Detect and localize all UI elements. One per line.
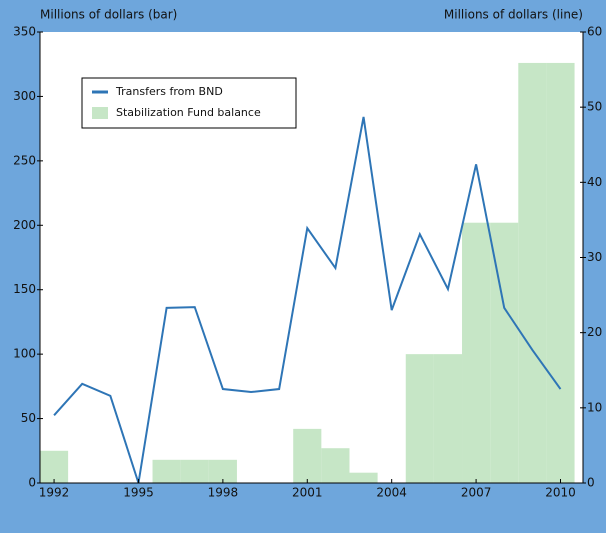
y2-tick-label: 30 <box>587 250 602 264</box>
legend-swatch <box>92 107 108 119</box>
y-tick-label: 200 <box>13 218 36 232</box>
bar <box>490 222 519 484</box>
legend-label: Transfers from BND <box>115 85 223 98</box>
x-tick-label: 2001 <box>292 486 323 500</box>
y-tick-label: 350 <box>13 25 36 39</box>
y-axis-label: Millions of dollars (bar) <box>40 8 177 22</box>
bar <box>433 354 463 483</box>
y-tick-label: 50 <box>21 411 36 425</box>
x-tick-label: 1992 <box>39 486 70 500</box>
y2-tick-label: 60 <box>587 25 602 39</box>
x-tick-label: 2007 <box>461 486 492 500</box>
bar <box>462 222 491 484</box>
bar <box>180 459 209 483</box>
bar <box>321 448 350 483</box>
y-tick-label: 0 <box>28 476 36 490</box>
y2-tick-label: 10 <box>587 400 602 414</box>
y2-tick-label: 20 <box>587 325 602 339</box>
bar <box>546 62 575 483</box>
bar <box>152 459 181 483</box>
bar <box>518 62 547 483</box>
y-tick-label: 100 <box>13 347 36 361</box>
x-tick-label: 2004 <box>376 486 407 500</box>
y2-tick-label: 40 <box>587 175 602 189</box>
y-tick-label: 300 <box>13 89 36 103</box>
y2-tick-label: 0 <box>587 476 595 490</box>
y-tick-label: 150 <box>13 282 36 296</box>
legend-label: Stabilization Fund balance <box>116 106 261 119</box>
bar <box>208 459 237 483</box>
x-tick-label: 2010 <box>545 486 576 500</box>
bar <box>405 354 434 483</box>
x-tick-label: 1998 <box>208 486 239 500</box>
bar <box>293 428 322 483</box>
bar <box>40 450 69 483</box>
y2-axis-label: Millions of dollars (line) <box>444 8 583 22</box>
y-tick-label: 250 <box>13 153 36 167</box>
bar <box>349 472 378 483</box>
y2-tick-label: 50 <box>587 100 602 114</box>
legend-box <box>81 77 297 129</box>
x-tick-label: 1995 <box>123 486 154 500</box>
